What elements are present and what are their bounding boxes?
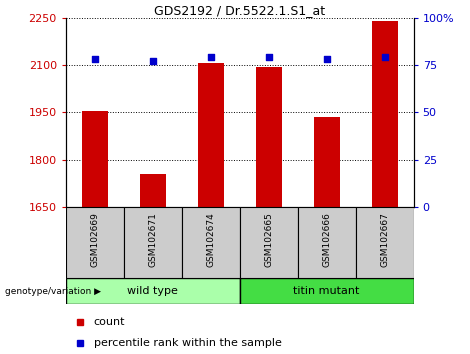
Bar	[182, 207, 240, 278]
Bar	[240, 207, 298, 278]
Bar	[372, 21, 398, 207]
Bar	[313, 117, 340, 207]
Bar	[240, 278, 414, 304]
Point	[91, 57, 99, 62]
Point	[323, 57, 330, 62]
Point	[265, 55, 273, 60]
Bar	[66, 207, 124, 278]
Text: GSM102665: GSM102665	[264, 212, 273, 267]
Text: wild type: wild type	[127, 286, 178, 296]
Bar	[256, 67, 282, 207]
Bar	[82, 111, 108, 207]
Bar	[198, 63, 224, 207]
Text: genotype/variation ▶: genotype/variation ▶	[5, 287, 101, 296]
Bar	[298, 207, 356, 278]
Text: percentile rank within the sample: percentile rank within the sample	[94, 338, 282, 348]
Text: GSM102674: GSM102674	[206, 212, 215, 267]
Bar	[356, 207, 414, 278]
Bar	[124, 207, 182, 278]
Text: GSM102666: GSM102666	[322, 212, 331, 267]
Text: titin mutant: titin mutant	[293, 286, 360, 296]
Bar	[66, 278, 240, 304]
Title: GDS2192 / Dr.5522.1.S1_at: GDS2192 / Dr.5522.1.S1_at	[154, 4, 325, 17]
Text: count: count	[94, 317, 125, 327]
Point	[381, 55, 388, 60]
Text: GSM102671: GSM102671	[148, 212, 157, 267]
Text: GSM102669: GSM102669	[90, 212, 99, 267]
Text: GSM102667: GSM102667	[380, 212, 389, 267]
Point	[149, 58, 157, 64]
Point	[207, 55, 214, 60]
Bar	[140, 174, 166, 207]
